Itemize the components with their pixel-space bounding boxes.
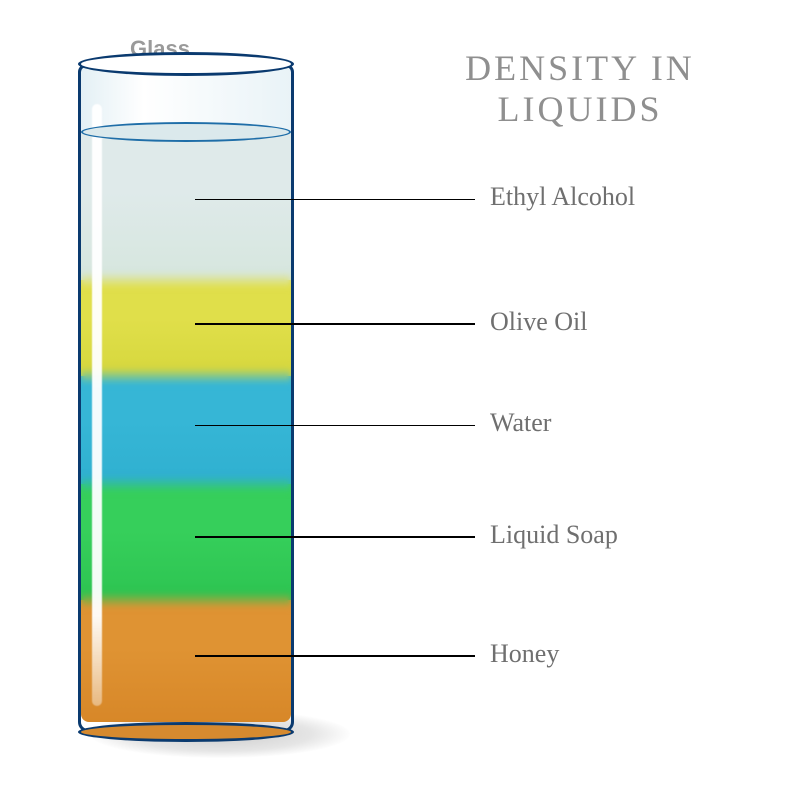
liquid-label: Liquid Soap [490,520,618,550]
liquid-layer [81,600,291,722]
page-title: Density in Liquids [380,48,780,131]
diagram-container: Density in Liquids Glass Ethyl AlcoholOl… [0,0,800,800]
glass-cylinder [78,64,294,732]
liquid-label: Water [490,408,551,438]
liquid-layer [81,280,291,376]
liquid-layer [81,376,291,484]
leader-line [195,199,475,201]
liquid-layer [81,484,291,600]
glass-highlight [92,104,102,706]
layer-blend [81,476,291,492]
liquid-label: Ethyl Alcohol [490,182,635,212]
title-line-1: Density in [465,48,695,88]
leader-line [195,323,475,325]
leader-line [195,655,475,657]
layer-blend [81,368,291,384]
leader-line [195,536,475,538]
layer-blend [81,272,291,288]
liquid-layer [81,132,291,280]
liquid-label: Olive Oil [490,307,588,337]
liquid-surface-ellipse [81,122,291,142]
liquid-layers [81,132,291,722]
liquid-label: Honey [490,639,559,669]
glass-rim-ellipse [78,52,294,76]
title-line-2: Liquids [498,89,663,129]
glass-bottom-ellipse [78,722,294,742]
leader-line [195,425,475,427]
layer-blend [81,592,291,608]
